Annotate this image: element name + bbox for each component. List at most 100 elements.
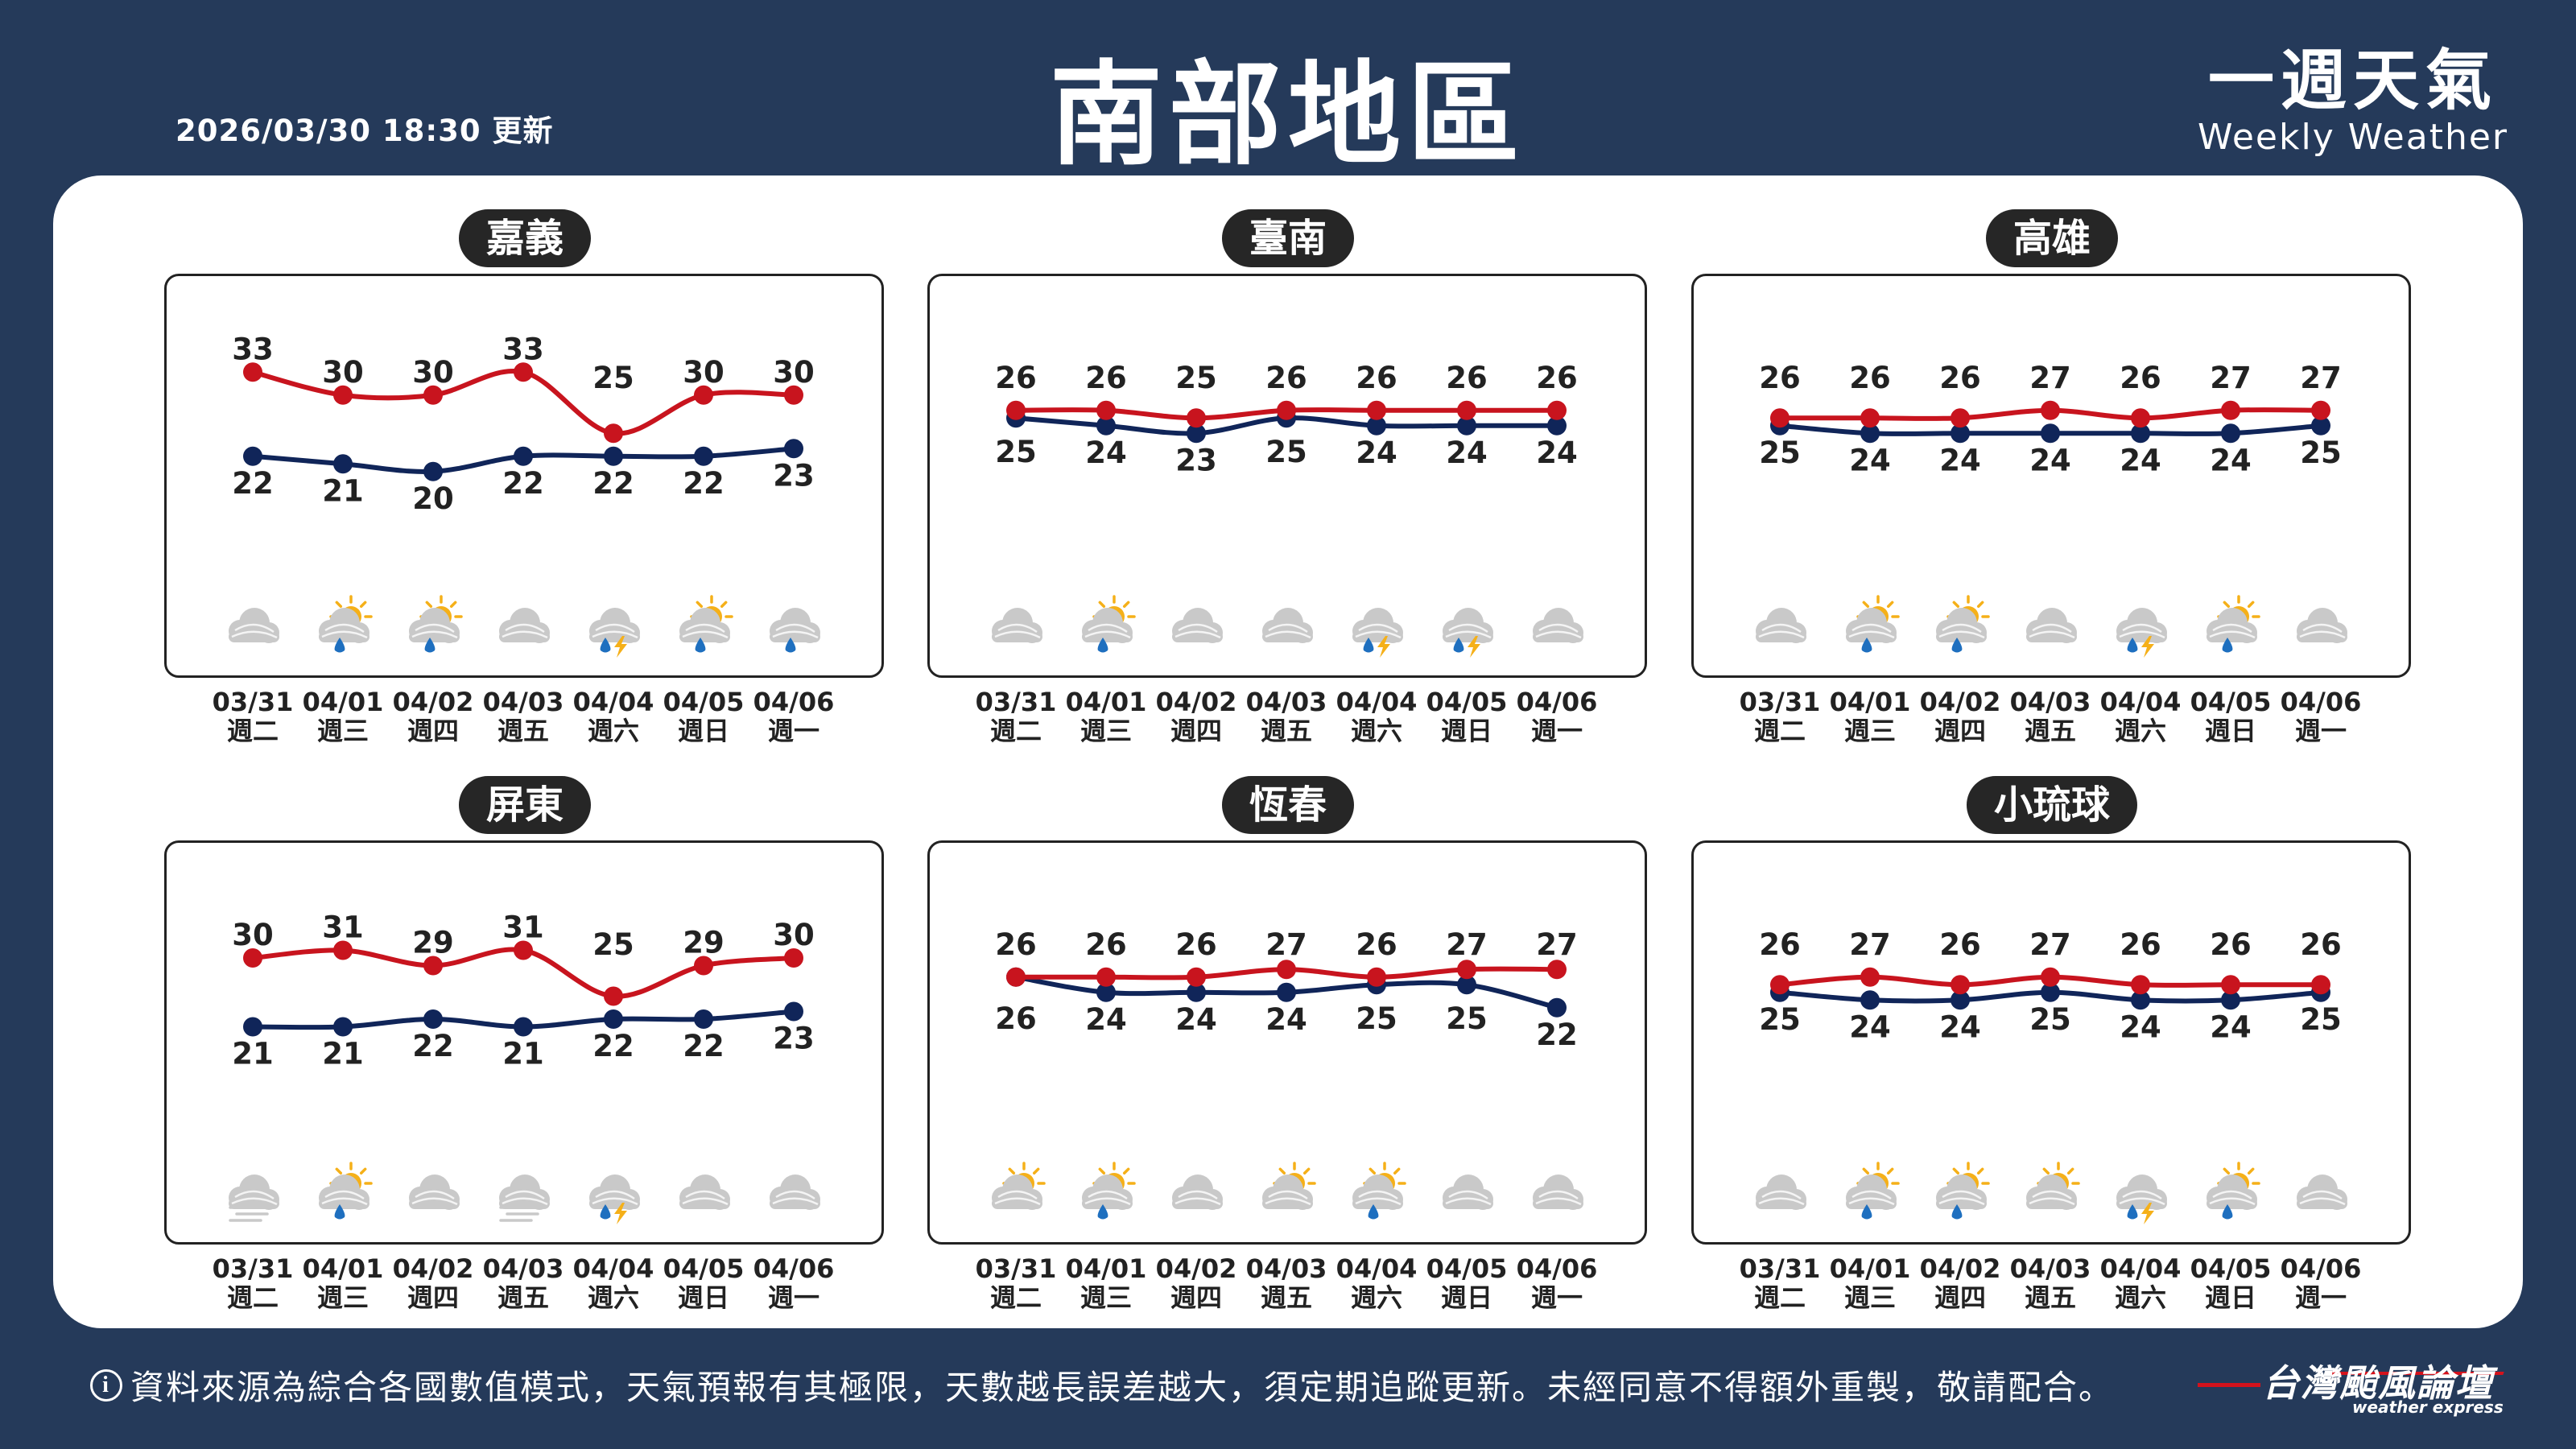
low-temp-label: 24 xyxy=(2120,443,2161,477)
day-label: 04/05 週日 xyxy=(658,687,749,745)
day-label: 03/31 週二 xyxy=(208,1254,298,1312)
temperature-chart: 26 24 24 24 25 25 22 26 26 26 27 26 27 27 xyxy=(992,927,1583,1220)
low-temp-point xyxy=(2221,990,2240,1010)
logo-text: 台灣颱風論壇 xyxy=(2262,1361,2494,1405)
day-weekday: 週一 xyxy=(1530,1282,1583,1313)
day-label: 04/04 週六 xyxy=(1331,1254,1422,1312)
day-date: 04/04 xyxy=(2099,1253,2182,1284)
day-weekday: 週六 xyxy=(587,716,639,746)
temperature-chart: 21 21 22 21 22 22 23 30 31 29 31 25 29 30 xyxy=(229,910,820,1224)
logo: 台灣颱風論壇 weather express xyxy=(2198,1354,2520,1418)
day-weekday: 週六 xyxy=(1350,716,1402,746)
day-weekday: 週日 xyxy=(2204,716,2256,746)
low-temp-point xyxy=(1951,423,1970,444)
low-temp-label: 22 xyxy=(412,1029,454,1063)
update-timestamp: 2026/03/30 18:30 更新 xyxy=(175,114,554,148)
day-date: 04/05 xyxy=(663,1253,745,1284)
low-temp-point xyxy=(2041,423,2060,444)
day-weekday: 週三 xyxy=(1080,1282,1132,1313)
low-temp-label: 24 xyxy=(1849,443,1891,477)
day-weekday: 週二 xyxy=(989,1282,1042,1313)
high-temp-point xyxy=(1367,400,1386,420)
day-label: 03/31 週二 xyxy=(1735,1254,1825,1312)
cloudy-icon xyxy=(1756,1174,1806,1210)
partly-sunny-rain-icon xyxy=(2207,595,2260,653)
low-temp-label: 21 xyxy=(502,1037,544,1071)
low-temp-label: 23 xyxy=(1175,443,1217,477)
day-date: 03/31 xyxy=(975,1253,1057,1284)
low-temp-point xyxy=(2131,990,2150,1010)
partly-sunny-rain-icon xyxy=(679,595,733,653)
low-temp-point xyxy=(243,1017,262,1037)
high-temp-label: 26 xyxy=(1175,927,1217,962)
day-date: 03/31 xyxy=(212,687,294,717)
day-date: 04/03 xyxy=(2009,687,2091,717)
city-forecast: 嘉義 22 21 20 22 22 22 23 33 30 30 33 25 30 30 03/31 週二 04/… xyxy=(164,190,886,753)
partly-sunny-rain-icon xyxy=(1352,1162,1406,1220)
day-date: 04/06 xyxy=(2280,687,2362,717)
day-date: 04/02 xyxy=(392,1253,474,1284)
day-labels: 03/31 週二 04/01 週三 04/02 週四 04/03 週五 04/04 週六 04/05… xyxy=(1691,1254,2413,1319)
day-date: 04/03 xyxy=(1245,1253,1327,1284)
day-label: 03/31 週二 xyxy=(971,687,1061,745)
day-weekday: 週一 xyxy=(1530,716,1583,746)
low-temp-label: 26 xyxy=(995,1001,1037,1036)
day-label: 03/31 週二 xyxy=(1735,687,1825,745)
high-temp-point xyxy=(784,948,803,968)
high-temp-label: 30 xyxy=(773,918,815,952)
day-weekday: 週四 xyxy=(1170,1282,1222,1313)
day-label: 04/06 週一 xyxy=(749,687,839,745)
day-weekday: 週四 xyxy=(1170,716,1222,746)
day-weekday: 週二 xyxy=(226,1282,279,1313)
high-temp-label: 25 xyxy=(1175,361,1217,395)
low-temp-label: 25 xyxy=(2300,436,2342,470)
city-label: 嘉義 xyxy=(458,209,592,267)
high-temp-label: 27 xyxy=(2029,927,2071,962)
partly-sunny-rain-icon xyxy=(1846,1162,1900,1220)
high-temp-point xyxy=(243,362,262,382)
cloudy-icon xyxy=(1756,608,1806,643)
high-temp-point xyxy=(333,940,353,960)
day-date: 04/05 xyxy=(2190,1253,2272,1284)
day-label: 04/03 週五 xyxy=(478,1254,568,1312)
day-date: 04/04 xyxy=(1335,687,1418,717)
day-date: 04/02 xyxy=(1155,1253,1237,1284)
partly-sunny-rain-icon xyxy=(1082,1162,1136,1220)
thunder-rain-icon xyxy=(2116,608,2167,658)
high-temp-point xyxy=(2311,975,2330,995)
day-label: 04/04 週六 xyxy=(568,1254,658,1312)
day-weekday: 週四 xyxy=(407,1282,459,1313)
low-temp-point xyxy=(1457,415,1476,436)
day-date: 04/06 xyxy=(1516,1253,1598,1284)
cloud-rain-icon xyxy=(770,608,820,653)
high-temp-label: 26 xyxy=(1265,361,1307,395)
day-weekday: 週三 xyxy=(316,1282,369,1313)
partly-sunny-rain-icon xyxy=(2207,1162,2260,1220)
low-temp-point xyxy=(1951,990,1970,1010)
day-label: 04/02 週四 xyxy=(1915,1254,2005,1312)
day-label: 04/06 週一 xyxy=(2276,1254,2366,1312)
low-temp-label: 22 xyxy=(592,466,634,501)
low-temp-point xyxy=(604,446,623,466)
day-date: 03/31 xyxy=(1739,687,1821,717)
day-weekday: 週五 xyxy=(1260,716,1312,746)
low-temp-label: 25 xyxy=(995,435,1037,469)
high-temp-label: 26 xyxy=(1759,927,1801,962)
city-forecast: 屏東 21 21 22 21 22 22 23 30 31 29 31 25 29 30 03/31 週二 04/… xyxy=(164,757,886,1320)
thunder-rain-icon xyxy=(1443,608,1493,658)
day-label: 04/02 週四 xyxy=(388,1254,478,1312)
thunder-rain-icon xyxy=(2116,1174,2167,1224)
day-weekday: 週二 xyxy=(989,716,1042,746)
high-temp-point xyxy=(333,385,353,405)
day-labels: 03/31 週二 04/01 週三 04/02 週四 04/03 週五 04/04 週六 04/05… xyxy=(927,1254,1649,1319)
day-date: 04/01 xyxy=(302,1253,384,1284)
high-temp-point xyxy=(1457,960,1476,980)
cloudy-icon xyxy=(409,1174,460,1210)
day-weekday: 週五 xyxy=(1260,1282,1312,1313)
day-weekday: 週二 xyxy=(226,716,279,746)
day-label: 04/05 週日 xyxy=(2186,1254,2276,1312)
day-weekday: 週六 xyxy=(1350,1282,1402,1313)
day-weekday: 週一 xyxy=(767,716,819,746)
day-date: 03/31 xyxy=(1739,1253,1821,1284)
brand-title-zh: 一週天氣 xyxy=(2207,43,2498,119)
